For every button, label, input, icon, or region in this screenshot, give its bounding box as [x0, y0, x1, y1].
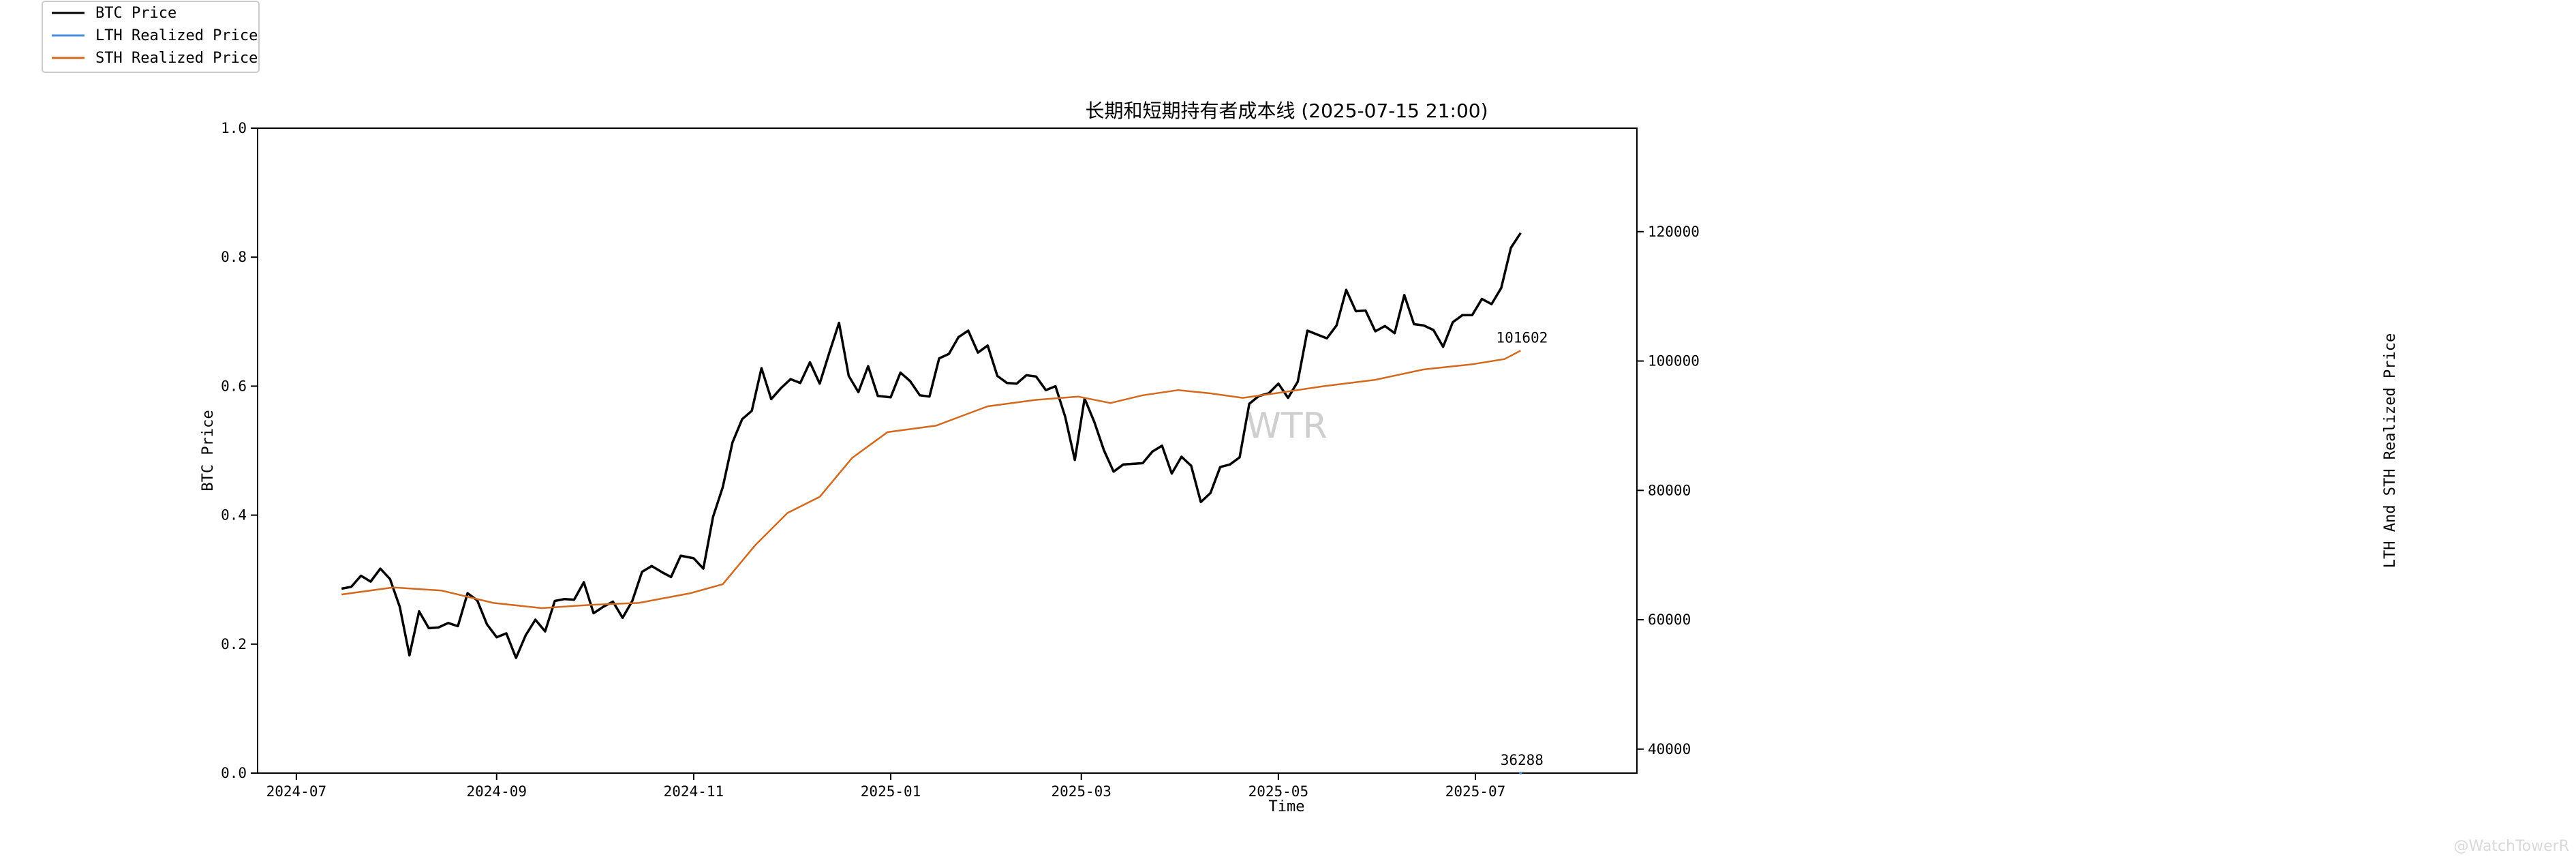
right-y-tick-label: 120000	[1648, 224, 1700, 240]
left-y-axis-label: BTC Price	[200, 410, 217, 491]
left-y-tick-label: 1.0	[221, 120, 247, 136]
left-y-tick-label: 0.0	[221, 765, 247, 781]
left-y-tick-label: 0.6	[221, 378, 247, 394]
x-axis: 2024-07 2024-09 2024-11 2025-01 2025-03 2025-…	[266, 773, 1506, 800]
legend-box	[42, 1, 260, 73]
footer-mark: @WatchTowerR	[2453, 838, 2569, 855]
right-y-tick-label: 60000	[1648, 612, 1691, 628]
right-y-axis-label: LTH And STH Realized Price	[2382, 333, 2399, 568]
legend-label-lth-realized-price: LTH Realized Price	[95, 27, 258, 44]
legend-label-sth-realized-price: STH Realized Price	[95, 50, 258, 67]
annotation-label: 101602	[1496, 329, 1548, 346]
x-tick-label: 2024-11	[664, 783, 724, 800]
series-line-btc-price	[341, 232, 1522, 659]
legend: BTC Price LTH Realized Price STH Realize…	[42, 1, 260, 73]
x-axis-label: Time	[1269, 798, 1305, 815]
right-y-tick-label: 40000	[1648, 741, 1691, 757]
series-point-lth-realized-price	[1519, 772, 1522, 774]
x-tick-label: 2024-09	[467, 783, 527, 800]
right-y-tick-label: 100000	[1648, 353, 1700, 370]
right-y-axis: 40000 60000 80000 100000 120000	[1637, 224, 1700, 757]
left-y-tick-label: 0.4	[221, 507, 247, 524]
annotation-layer: 101602 36288	[1496, 329, 1548, 768]
series-line-sth-realized-price	[341, 350, 1521, 609]
right-y-tick-label: 80000	[1648, 482, 1691, 498]
series-layer	[341, 232, 1522, 774]
x-tick-label: 2024-07	[266, 783, 327, 800]
x-tick-label: 2025-07	[1445, 783, 1506, 800]
legend-label-btc-price: BTC Price	[95, 5, 177, 22]
chart-title: 长期和短期持有者成本线 (2025-07-15 21:00)	[1085, 100, 1488, 122]
watermark: WTR	[1246, 406, 1327, 447]
x-tick-label: 2025-01	[861, 783, 921, 800]
annotation-label: 36288	[1501, 752, 1544, 768]
x-tick-label: 2025-03	[1051, 783, 1111, 800]
x-tick-label: 2025-05	[1248, 783, 1309, 800]
left-y-axis: 0.0 0.2 0.4 0.6 0.8 1.0	[221, 120, 258, 781]
left-y-tick-label: 0.8	[221, 249, 247, 265]
plot-frame	[257, 127, 1638, 774]
left-y-tick-label: 0.2	[221, 636, 247, 652]
